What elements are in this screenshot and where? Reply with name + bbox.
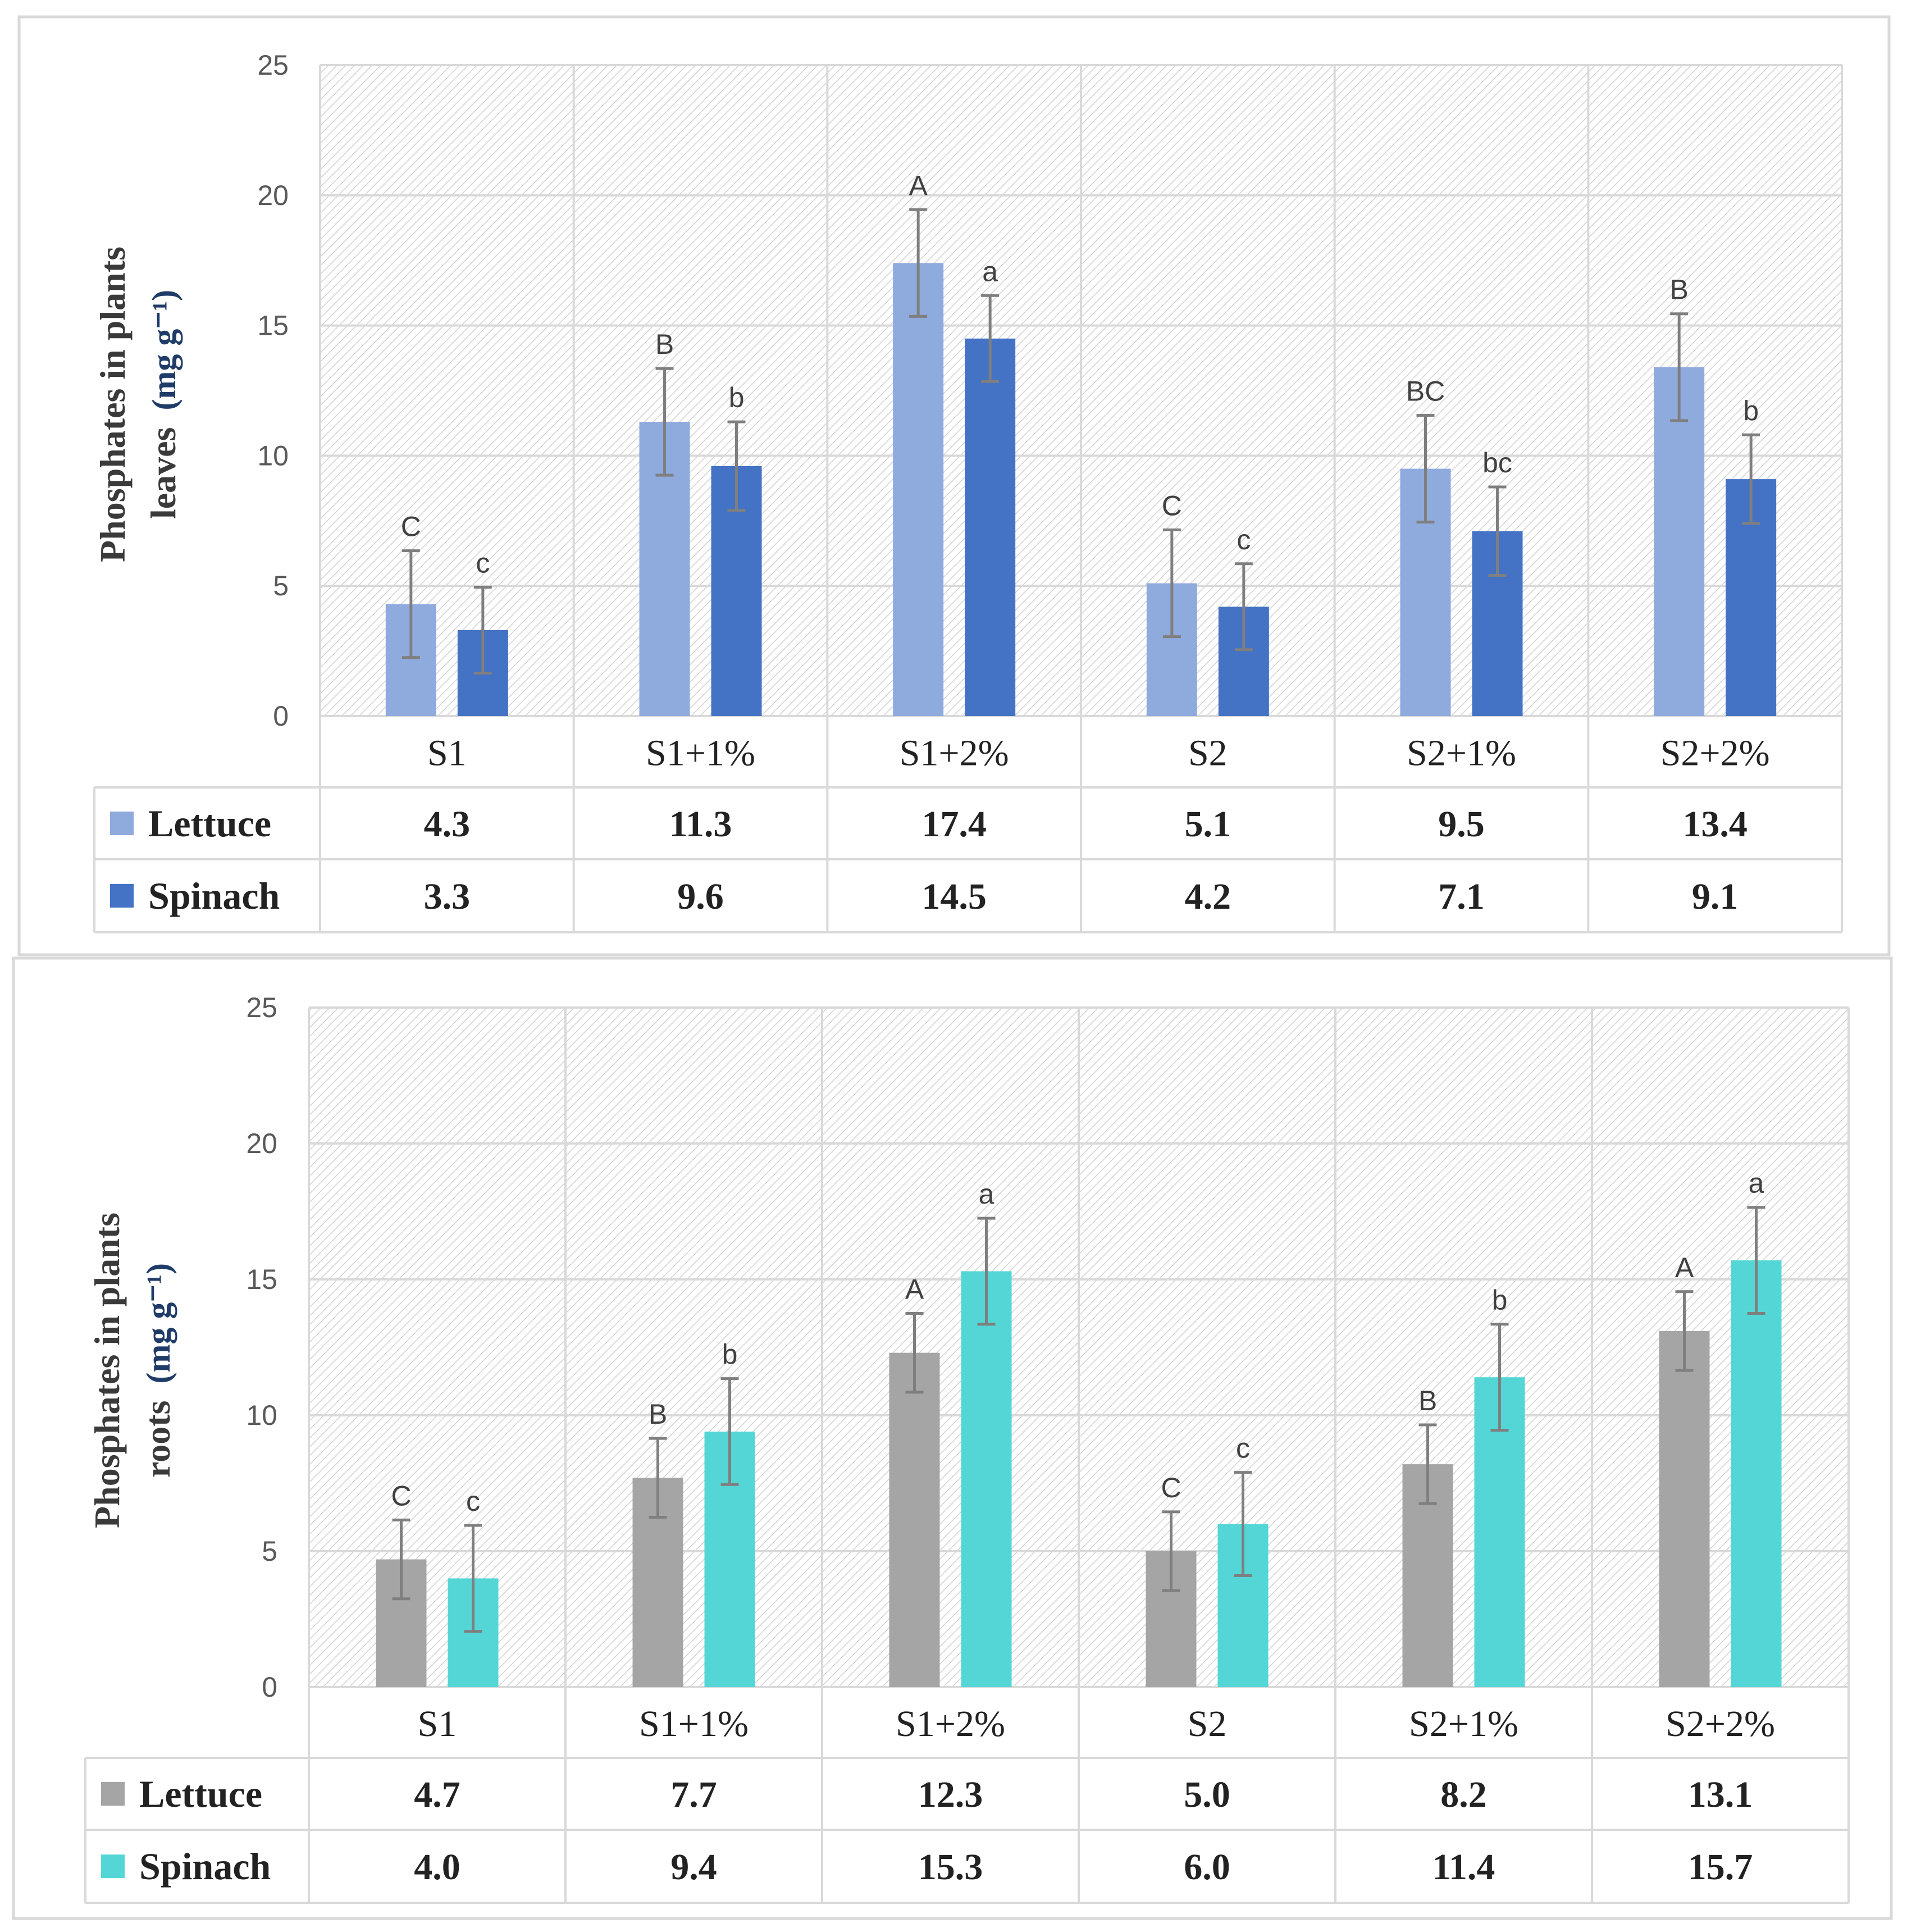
y-tick-label: 20 <box>257 180 289 211</box>
bar-lettuce <box>1659 1330 1710 1687</box>
y-axis-label-line1: Phosphates in plants <box>93 247 133 562</box>
significance-letter: bc <box>1482 447 1512 479</box>
x-category-label: S1 <box>418 1703 457 1744</box>
table-value-cell: 9.1 <box>1692 876 1739 917</box>
y-tick-label: 10 <box>246 1400 277 1431</box>
bar-lettuce <box>889 1352 940 1687</box>
significance-letter: c <box>1236 1433 1250 1464</box>
bar-spinach <box>965 338 1016 716</box>
table-value-cell: 13.1 <box>1688 1774 1753 1815</box>
legend-label-spinach: Spinach <box>139 1845 271 1888</box>
significance-letter: b <box>1492 1284 1508 1316</box>
table-value-cell: 11.4 <box>1432 1847 1495 1888</box>
x-category-label: S1 <box>427 733 467 774</box>
y-tick-label: 0 <box>262 1671 277 1703</box>
table-value-cell: 13.4 <box>1682 804 1748 845</box>
x-category-label: S2+2% <box>1660 733 1770 774</box>
table-value-cell: 5.0 <box>1184 1774 1230 1815</box>
significance-letter: BC <box>1406 376 1445 407</box>
plot-area: 0 5 10 15 20 25 S1 S1+1% S1+2% S2 S2+1% S2+2% C B A C BC… <box>93 49 1843 933</box>
significance-letter: c <box>1237 524 1251 555</box>
x-category-label: S2+2% <box>1666 1703 1775 1744</box>
table-value-cell: 6.0 <box>1184 1847 1230 1888</box>
panel-frame <box>17 15 1891 956</box>
legend-swatch-lettuce <box>101 1782 125 1806</box>
x-category-label: S1+1% <box>639 1703 749 1744</box>
significance-letter: C <box>391 1480 411 1511</box>
table-value-cell: 15.3 <box>918 1847 983 1888</box>
y-tick-label: 0 <box>273 700 289 732</box>
y-axis-label-line1: Phosphates in plants <box>87 1213 127 1528</box>
x-category-label: S2+1% <box>1407 733 1516 774</box>
y-tick-label: 5 <box>262 1535 277 1567</box>
y-tick-label: 10 <box>257 440 289 471</box>
bar-spinach <box>1731 1260 1782 1687</box>
legend-swatch-lettuce <box>110 812 134 835</box>
table-value-cell: 15.7 <box>1688 1847 1753 1888</box>
table-value-cell: 4.3 <box>424 804 471 845</box>
significance-letter: C <box>1161 1472 1181 1503</box>
significance-letter: c <box>466 1486 480 1517</box>
plot-area: 0 5 10 15 20 25 S1 S1+1% S1+2% S2 S2+1% S2+2% C B A C B A… <box>84 992 1850 1904</box>
significance-letter: A <box>1675 1252 1694 1283</box>
significance-letter: a <box>1749 1168 1764 1199</box>
significance-letter: c <box>476 548 490 579</box>
legend-label-lettuce: Lettuce <box>139 1772 262 1815</box>
significance-letter: a <box>982 256 998 287</box>
table-value-cell: 12.3 <box>918 1774 983 1815</box>
table-value-cell: 8.2 <box>1440 1774 1487 1815</box>
x-category-label: S1+2% <box>896 1703 1005 1744</box>
significance-letter: b <box>722 1339 738 1370</box>
table-value-cell: 14.5 <box>921 876 987 917</box>
panel-frame <box>12 956 1893 1920</box>
table-value-cell: 5.1 <box>1185 804 1231 845</box>
x-category-label: S2+1% <box>1409 1703 1518 1744</box>
table-value-cell: 17.4 <box>921 804 987 845</box>
significance-letter: C <box>401 511 421 543</box>
table-value-cell: 4.2 <box>1185 876 1231 917</box>
table-value-cell: 4.7 <box>414 1774 460 1815</box>
y-axis-label-line2: leaves(mg g⁻¹) <box>143 290 183 519</box>
y-tick-label: 5 <box>273 570 289 602</box>
table-value-cell: 7.7 <box>670 1774 717 1815</box>
roots-chart-panel: 0 5 10 15 20 25 S1 S1+1% S1+2% S2 S2+1% S2+2% C B A C B A… <box>12 956 1893 1920</box>
table-value-cell: 9.6 <box>677 876 724 917</box>
bar-lettuce <box>1654 367 1705 716</box>
y-tick-label: 15 <box>257 310 289 341</box>
y-tick-label: 25 <box>246 992 277 1023</box>
significance-letter: b <box>1743 395 1759 426</box>
significance-letter: B <box>1669 274 1688 306</box>
table-value-cell: 7.1 <box>1438 876 1485 917</box>
table-value-cell: 9.4 <box>670 1847 717 1888</box>
significance-letter: B <box>649 1398 667 1430</box>
legend-swatch-spinach <box>110 884 134 908</box>
significance-letter: a <box>979 1178 994 1210</box>
table-value-cell: 3.3 <box>424 876 471 917</box>
significance-letter: b <box>729 382 745 413</box>
y-axis-label-line2: roots(mg g⁻¹) <box>138 1263 177 1478</box>
table-value-cell: 11.3 <box>669 804 732 845</box>
x-category-label: S1+2% <box>900 733 1009 774</box>
x-category-label: S2 <box>1188 733 1228 774</box>
legend-label-spinach: Spinach <box>148 874 280 917</box>
significance-letter: A <box>909 170 928 201</box>
y-tick-label: 15 <box>246 1264 277 1295</box>
leaves-chart-panel: 0 5 10 15 20 25 S1 S1+1% S1+2% S2 S2+1% S2+2% C B A C BC… <box>17 15 1891 956</box>
significance-letter: B <box>655 329 674 360</box>
y-tick-label: 20 <box>246 1128 277 1159</box>
bar-lettuce <box>893 263 944 716</box>
x-category-label: S2 <box>1188 1703 1227 1744</box>
significance-letter: A <box>905 1274 924 1305</box>
legend-label-lettuce: Lettuce <box>148 802 271 845</box>
significance-letter: C <box>1162 490 1182 522</box>
significance-letter: B <box>1418 1385 1437 1416</box>
table-value-cell: 9.5 <box>1438 804 1485 845</box>
legend-swatch-spinach <box>101 1854 125 1878</box>
bar-spinach <box>961 1271 1012 1687</box>
x-category-label: S1+1% <box>646 733 755 774</box>
table-value-cell: 4.0 <box>414 1847 460 1888</box>
y-tick-label: 25 <box>257 49 289 81</box>
